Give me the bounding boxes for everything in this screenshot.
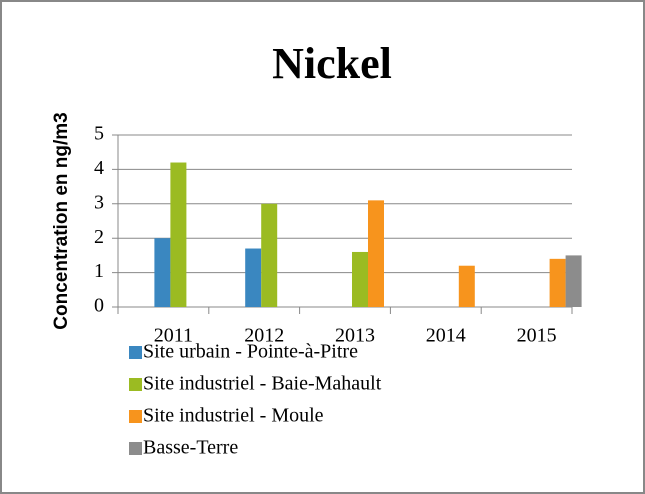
bar: [565, 255, 582, 307]
x-tick-label: 2014: [426, 325, 466, 347]
x-tick-label: 2011: [154, 325, 193, 347]
y-tick-label: 5: [94, 123, 104, 145]
y-tick-label: 4: [94, 157, 104, 179]
bar: [458, 265, 475, 307]
y-tick-label: 2: [94, 226, 104, 248]
bar: [154, 238, 171, 307]
bar: [170, 162, 187, 307]
legend-swatch: [129, 410, 142, 423]
x-tick-label: 2015: [517, 325, 557, 347]
x-tick-label: 2012: [244, 325, 284, 347]
legend-label: Site industriel - Baie-Mahault: [143, 373, 382, 395]
legend-label: Basse-Terre: [143, 437, 238, 459]
bar: [368, 200, 384, 307]
bar: [549, 258, 566, 307]
legend-swatch: [129, 346, 142, 359]
x-tick-label: 2013: [335, 325, 375, 347]
y-tick-label: 1: [94, 260, 104, 282]
legend-swatch: [129, 378, 142, 391]
legend-label: Site urbain - Pointe-à-Pitre: [143, 341, 358, 363]
y-tick-label: 3: [94, 191, 104, 213]
chart-title: Nickel: [272, 39, 392, 88]
legend-label: Site industriel - Moule: [143, 405, 324, 427]
bar: [261, 203, 278, 307]
y-axis-label: Concentration en ng/m3: [51, 112, 72, 329]
bar: [245, 248, 262, 307]
y-tick-label: 0: [94, 295, 104, 317]
legend-swatch: [129, 442, 142, 455]
bar: [352, 251, 368, 307]
